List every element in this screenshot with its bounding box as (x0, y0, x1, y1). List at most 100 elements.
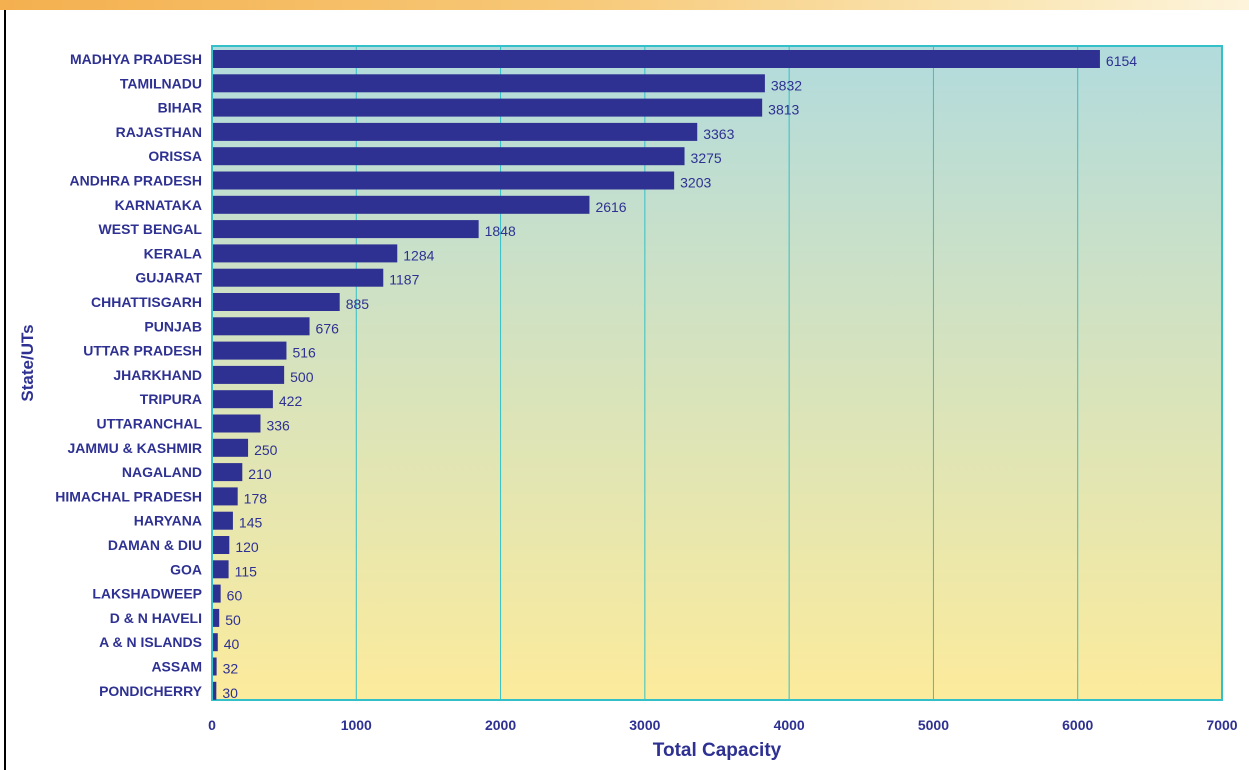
x-axis-title: Total Capacity (653, 740, 782, 761)
bar-22 (213, 584, 221, 603)
bar-14 (213, 390, 273, 409)
bar-1 (213, 74, 765, 93)
bar-21 (213, 560, 229, 579)
bar-24 (213, 633, 218, 652)
value-label: 30 (222, 685, 238, 701)
bar-11 (213, 317, 310, 336)
x-tick-label: 6000 (1062, 717, 1093, 733)
left-border-line (4, 10, 6, 770)
value-label: 120 (235, 539, 259, 555)
bar-6 (213, 195, 590, 214)
value-label: 40 (224, 636, 240, 652)
bar-26 (213, 681, 217, 700)
value-label: 2616 (595, 199, 626, 215)
value-label: 676 (316, 320, 340, 336)
category-label: KERALA (144, 245, 202, 261)
category-label: WEST BENGAL (99, 221, 203, 237)
category-label: MADHYA PRADESH (70, 51, 202, 67)
value-label: 60 (227, 588, 243, 604)
category-label: GOA (170, 561, 202, 577)
x-tick-label: 0 (208, 717, 216, 733)
category-label: PUNJAB (144, 318, 202, 334)
category-label: ORISSA (148, 148, 202, 164)
category-label: PONDICHERRY (99, 683, 203, 699)
bar-25 (213, 657, 217, 676)
value-label: 250 (254, 442, 278, 458)
x-tick-label: 5000 (918, 717, 949, 733)
bar-4 (213, 147, 685, 166)
x-axis-ticks: 0 1000 2000 3000 4000 5000 6000 7000 (208, 717, 1238, 733)
bar-20 (213, 536, 230, 554)
x-tick-label: 4000 (774, 717, 805, 733)
value-label: 1284 (403, 247, 434, 263)
bar-3 (213, 122, 698, 141)
gridlines (355, 46, 1079, 700)
y-axis-title: State/UTs (18, 324, 37, 401)
category-label: A & N ISLANDS (99, 634, 202, 650)
category-label: JAMMU & KASHMIR (67, 440, 202, 456)
category-label: CHHATTISGARH (91, 294, 202, 310)
category-label: RAJASTHAN (116, 124, 202, 140)
category-label: LAKSHADWEEP (92, 586, 202, 602)
category-labels: MADHYA PRADESH TAMILNADU BIHAR RAJASTHAN ORI… (55, 51, 202, 699)
category-label: DAMAN & DIU (108, 537, 202, 553)
category-label: TAMILNADU (120, 75, 202, 91)
bar-0 (213, 50, 1100, 68)
bar-9 (213, 268, 384, 287)
category-label: D & N HAVELI (110, 610, 202, 626)
value-label: 1848 (485, 223, 516, 239)
bar-17 (213, 463, 243, 482)
x-tick-label: 2000 (485, 717, 516, 733)
category-label: TRIPURA (140, 391, 202, 407)
value-labels: 6154 3832 3813 3363 3275 3203 2616 1848 1284 1187… (222, 53, 1137, 701)
category-label: ASSAM (151, 659, 202, 675)
value-label: 3363 (703, 126, 734, 142)
category-label: HARYANA (134, 513, 202, 529)
value-label: 50 (225, 612, 241, 628)
bar-13 (213, 365, 285, 384)
value-label: 516 (292, 345, 316, 361)
bar-5 (213, 171, 675, 190)
value-label: 3832 (771, 77, 802, 93)
category-label: JHARKHAND (113, 367, 202, 383)
bar-16 (213, 438, 249, 457)
bar-15 (213, 414, 261, 433)
value-label: 32 (223, 661, 239, 677)
top-decorative-band (0, 0, 1249, 10)
category-label: NAGALAND (122, 464, 202, 480)
value-label: 3813 (768, 102, 799, 118)
bar-18 (213, 487, 238, 506)
value-label: 336 (266, 418, 290, 434)
bar-23 (213, 608, 220, 627)
category-label: KARNATAKA (115, 197, 202, 213)
value-label: 1187 (389, 272, 419, 288)
bar-10 (213, 293, 340, 311)
bar-7 (213, 220, 479, 239)
category-label: UTTAR PRADESH (83, 343, 202, 359)
bar-12 (213, 341, 287, 360)
bar-8 (213, 244, 398, 263)
category-label: UTTARANCHAL (97, 416, 203, 432)
category-label: ANDHRA PRADESH (70, 173, 203, 189)
value-label: 210 (248, 466, 272, 482)
value-label: 115 (235, 563, 258, 579)
category-label: GUJARAT (135, 270, 202, 286)
value-label: 3275 (691, 150, 722, 166)
value-label: 6154 (1106, 53, 1137, 69)
value-label: 3203 (680, 175, 711, 191)
category-label: HIMACHAL PRADESH (55, 488, 202, 504)
value-label: 145 (239, 515, 263, 531)
category-label: BIHAR (158, 100, 202, 116)
bar-2 (213, 98, 763, 117)
plot-area (212, 46, 1222, 700)
x-tick-label: 7000 (1206, 717, 1237, 733)
value-label: 885 (346, 296, 370, 312)
value-label: 500 (290, 369, 314, 385)
x-tick-label: 1000 (341, 717, 372, 733)
value-label: 178 (244, 490, 268, 506)
value-label: 422 (279, 393, 303, 409)
bars (213, 50, 1100, 700)
bar-19 (213, 511, 233, 530)
plot-border (211, 45, 1223, 701)
